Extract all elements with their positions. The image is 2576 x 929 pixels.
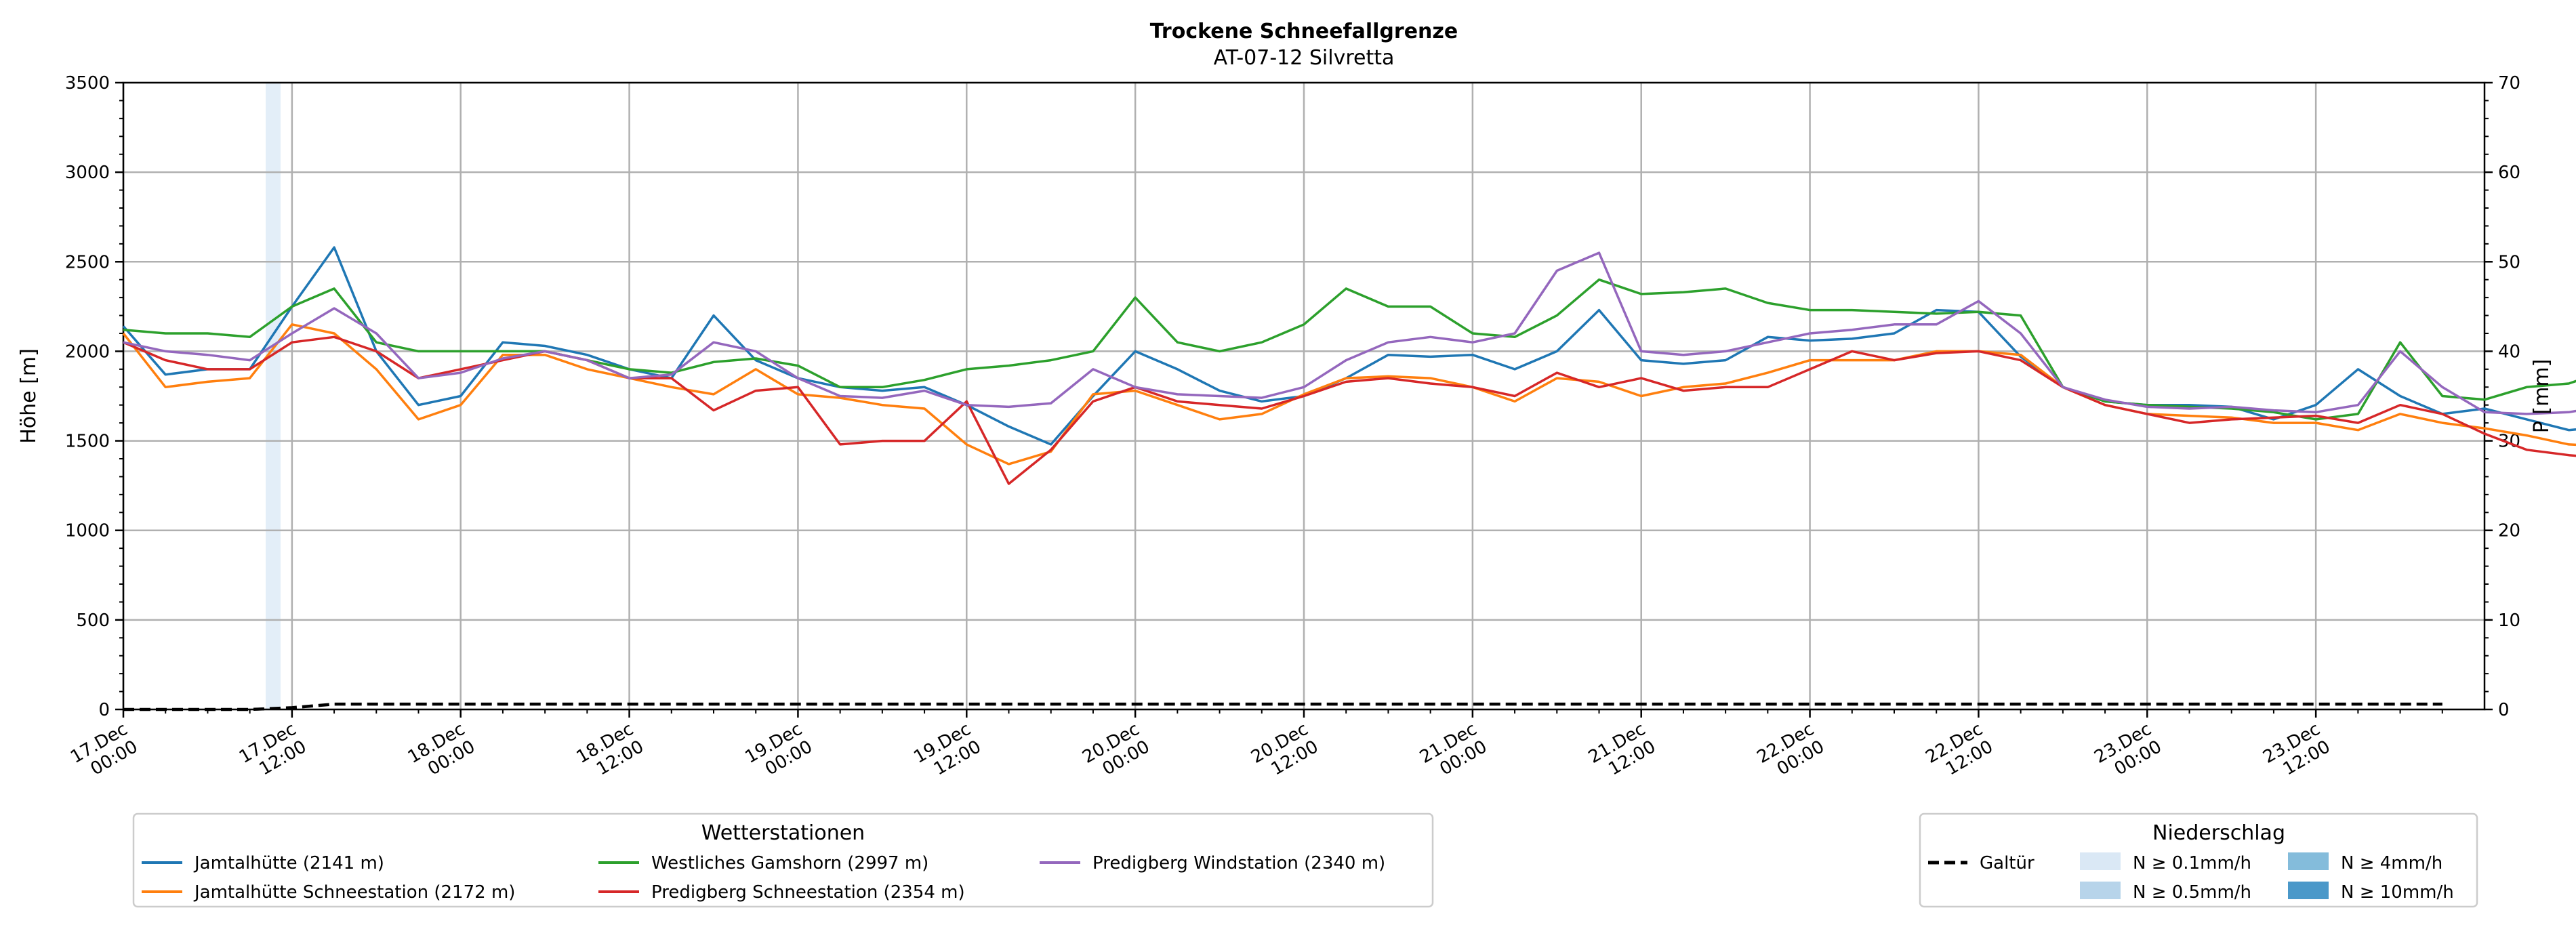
chart-subtitle: AT-07-12 Silvretta — [1214, 46, 1395, 70]
y-tick-label: 3500 — [65, 73, 110, 94]
legend-precip-class-label: N ≥ 4mm/h — [2341, 853, 2442, 873]
legend-item-label: Predigberg Windstation (2340 m) — [1092, 853, 1385, 873]
y-tick-label: 2000 — [65, 342, 110, 362]
legend-precip-title: Niederschlag — [2152, 821, 2285, 845]
legend-precip-class-swatch — [2080, 882, 2121, 899]
y-tick-label: 500 — [76, 611, 110, 631]
legend-precip-class-swatch — [2080, 852, 2121, 870]
precip-band — [266, 83, 281, 709]
series-line-5 — [123, 251, 2576, 415]
y2-tick-label: 20 — [2498, 521, 2520, 541]
legend-item-label: Predigberg Schneestation (2354 m) — [651, 882, 965, 903]
legend-stations-box — [132, 812, 1434, 908]
y2-tick-label: 10 — [2498, 611, 2520, 631]
legend-item-label: Jamtalhütte Schneestation (2172 m) — [193, 882, 515, 903]
legend-stations-title: Wetterstationen — [701, 821, 865, 845]
y2-tick-label: 70 — [2498, 73, 2520, 94]
y2-tick-label: 50 — [2498, 252, 2520, 272]
series-line-3 — [123, 278, 2576, 421]
legend-precip-class-swatch — [2288, 852, 2329, 870]
y-tick-label: 1500 — [65, 432, 110, 452]
chart-title: Trockene Schneefallgrenze — [1150, 20, 1458, 43]
series-line-1 — [122, 246, 2576, 446]
y-tick-label: 2500 — [65, 252, 110, 272]
legend-precip-class-label: N ≥ 0.1mm/h — [2133, 853, 2251, 873]
y-tick-label: 1000 — [65, 521, 110, 541]
y2-tick-label: 60 — [2498, 163, 2520, 183]
legend-precip-class-label: N ≥ 10mm/h — [2341, 882, 2454, 903]
series-line-2 — [122, 323, 2576, 466]
legend-precip-box — [1919, 812, 2478, 908]
legend-galtuer-label: Galtür — [1980, 853, 2035, 873]
legend-precip-class-label: N ≥ 0.5mm/h — [2133, 882, 2251, 903]
legend-precip-class-swatch — [2288, 882, 2329, 899]
legend-item-label: Westliches Gamshorn (2997 m) — [651, 853, 928, 873]
y2-tick-label: 0 — [2498, 700, 2510, 720]
precip-line-galtuer — [123, 702, 2442, 711]
y-tick-label: 0 — [98, 700, 110, 720]
y2-tick-label: 40 — [2498, 342, 2520, 362]
y-tick-label: 3000 — [65, 163, 110, 183]
y-axis-label: Höhe [m] — [17, 348, 41, 444]
legend-item-label: Jamtalhütte (2141 m) — [193, 853, 384, 873]
y2-axis-label: P [mm] — [2530, 359, 2554, 433]
